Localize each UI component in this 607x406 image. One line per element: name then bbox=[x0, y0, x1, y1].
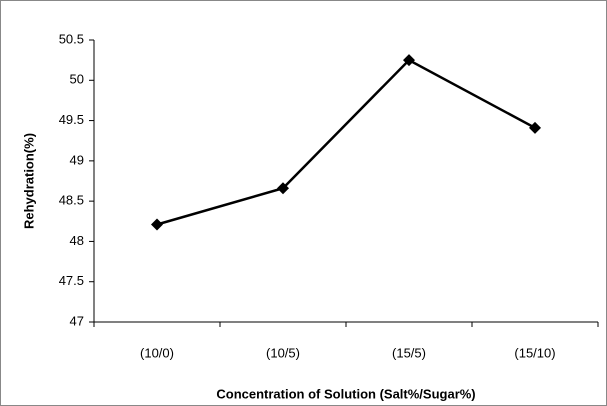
data-point bbox=[151, 218, 163, 231]
x-tick-label: (10/0) bbox=[140, 345, 174, 360]
y-tick-label: 50 bbox=[70, 72, 84, 87]
y-tick-label: 50.5 bbox=[59, 31, 84, 46]
x-tick-label: (15/10) bbox=[514, 345, 555, 360]
y-tick-label: 49.5 bbox=[59, 112, 84, 127]
y-tick-label: 48 bbox=[70, 233, 84, 248]
y-tick-label: 48.5 bbox=[59, 193, 84, 208]
x-axis-title: Concentration of Solution (Salt%/Sugar%) bbox=[216, 386, 475, 401]
y-tick-label: 49 bbox=[70, 152, 84, 167]
x-tick-label: (15/5) bbox=[392, 345, 426, 360]
x-tick-label: (10/5) bbox=[266, 345, 300, 360]
data-line bbox=[156, 58, 536, 226]
data-point bbox=[403, 54, 415, 67]
y-axis-title: Rehydration(%) bbox=[21, 133, 36, 229]
y-tick-label: 47 bbox=[70, 313, 84, 328]
data-point bbox=[529, 121, 541, 134]
data-point bbox=[277, 182, 289, 195]
y-tick-label: 47.5 bbox=[59, 273, 84, 288]
